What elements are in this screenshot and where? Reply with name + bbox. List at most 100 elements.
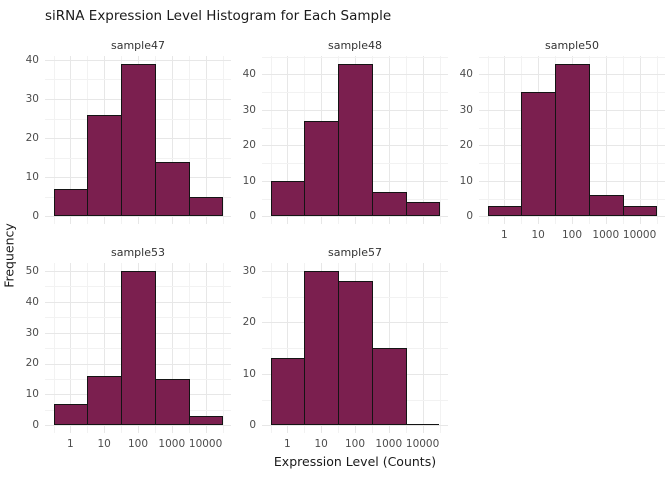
x-tick-label: 1000: [158, 438, 186, 450]
y-tick-label: 20: [25, 357, 39, 370]
gridline-horizontal-major: [262, 216, 448, 218]
bar: [487, 205, 523, 217]
gridline-vertical-major: [639, 56, 641, 224]
y-tick-label: 50: [25, 264, 39, 277]
gridline-vertical-major: [171, 56, 173, 224]
gridline-horizontal-major: [479, 216, 665, 218]
gridline-vertical-major: [422, 56, 424, 224]
y-tick-label: 10: [459, 174, 473, 187]
y-tick-label: 10: [25, 388, 39, 401]
plot-area: [479, 56, 665, 224]
y-tick-label: 0: [32, 419, 39, 432]
bar: [371, 191, 407, 217]
bar: [588, 195, 624, 217]
y-tick-label: 10: [25, 171, 39, 184]
y-tick-label: 30: [459, 103, 473, 116]
gridline-vertical-major: [70, 56, 72, 224]
x-tick-label: 10: [314, 438, 328, 450]
y-tick-label: 40: [459, 68, 473, 81]
gridline-horizontal-minor: [479, 56, 665, 58]
y-axis-title: Frequency: [1, 223, 17, 288]
gridline-horizontal-minor: [262, 56, 448, 58]
y-tick-label: 30: [242, 264, 256, 277]
strip-label: sample57: [328, 246, 382, 259]
y-tick-label: 10: [242, 174, 256, 187]
gridline-vertical-minor: [656, 56, 658, 224]
y-tick-label: 30: [25, 326, 39, 339]
y-tick-label: 20: [242, 139, 256, 152]
bar: [87, 375, 123, 426]
x-tick-label: 10000: [622, 229, 657, 241]
bar: [622, 205, 658, 217]
x-tick-label: 1: [501, 229, 508, 241]
x-tick-label: 1: [284, 438, 291, 450]
y-tick-label: 0: [32, 210, 39, 223]
bar: [188, 416, 224, 426]
gridline-vertical-major: [504, 56, 506, 224]
plot-area: [45, 263, 231, 433]
gridline-horizontal-major: [262, 425, 448, 427]
x-axis-title: Expression Level (Counts): [273, 454, 437, 469]
y-tick-label: 40: [242, 68, 256, 81]
y-tick-label: 40: [25, 53, 39, 66]
gridline-horizontal-major: [45, 216, 231, 218]
bar: [338, 63, 373, 217]
plot-area: [45, 56, 231, 224]
bar: [53, 189, 89, 217]
strip-label: sample50: [545, 39, 599, 52]
y-tick-label: 0: [466, 210, 473, 223]
y-tick-label: 0: [249, 210, 256, 223]
x-tick-label: 100: [127, 438, 149, 450]
gridline-vertical-minor: [53, 56, 55, 224]
gridline-vertical-major: [205, 56, 207, 224]
y-tick-label: 10: [242, 367, 256, 380]
x-tick-label: 1000: [375, 438, 403, 450]
bar: [338, 281, 373, 426]
gridline-horizontal-major: [262, 270, 448, 272]
plot-area: [262, 263, 448, 433]
gridline-vertical-minor: [222, 56, 224, 224]
x-tick-label: 10000: [188, 438, 223, 450]
bar: [521, 92, 557, 217]
x-tick-label: 100: [561, 229, 583, 241]
gridline-vertical-major: [388, 56, 390, 224]
y-tick-label: 20: [242, 316, 256, 329]
strip-label: sample53: [111, 246, 165, 259]
x-tick-label: 1000: [592, 229, 620, 241]
bar: [121, 63, 156, 217]
gridline-horizontal-major: [45, 59, 231, 61]
y-tick-label: 20: [459, 139, 473, 152]
gridline-horizontal-major: [45, 425, 231, 427]
gridline-vertical-minor: [622, 56, 624, 224]
bar: [270, 358, 306, 426]
gridline-vertical-minor: [270, 56, 272, 224]
strip-label: sample47: [111, 39, 165, 52]
bar: [405, 424, 440, 426]
bar: [53, 403, 89, 426]
plot-area: [262, 56, 448, 224]
bar: [188, 196, 224, 217]
bar: [154, 378, 190, 426]
bar: [270, 180, 306, 217]
gridline-vertical-major: [605, 56, 607, 224]
bar: [371, 348, 407, 426]
strip-label: sample48: [328, 39, 382, 52]
y-tick-label: 30: [25, 92, 39, 105]
y-tick-label: 0: [249, 419, 256, 432]
bar: [87, 114, 123, 217]
bar: [304, 270, 340, 426]
bar: [555, 63, 590, 217]
gridline-vertical-major: [287, 56, 289, 224]
bar: [121, 270, 156, 426]
chart-title: siRNA Expression Level Histogram for Eac…: [45, 8, 392, 24]
y-tick-label: 30: [242, 103, 256, 116]
x-tick-label: 1: [67, 438, 74, 450]
bar: [304, 120, 340, 217]
x-tick-label: 100: [344, 438, 366, 450]
gridline-vertical-minor: [487, 56, 489, 224]
x-tick-label: 10000: [405, 438, 440, 450]
y-tick-label: 40: [25, 295, 39, 308]
x-tick-label: 10: [531, 229, 545, 241]
gridline-vertical-minor: [405, 56, 407, 224]
